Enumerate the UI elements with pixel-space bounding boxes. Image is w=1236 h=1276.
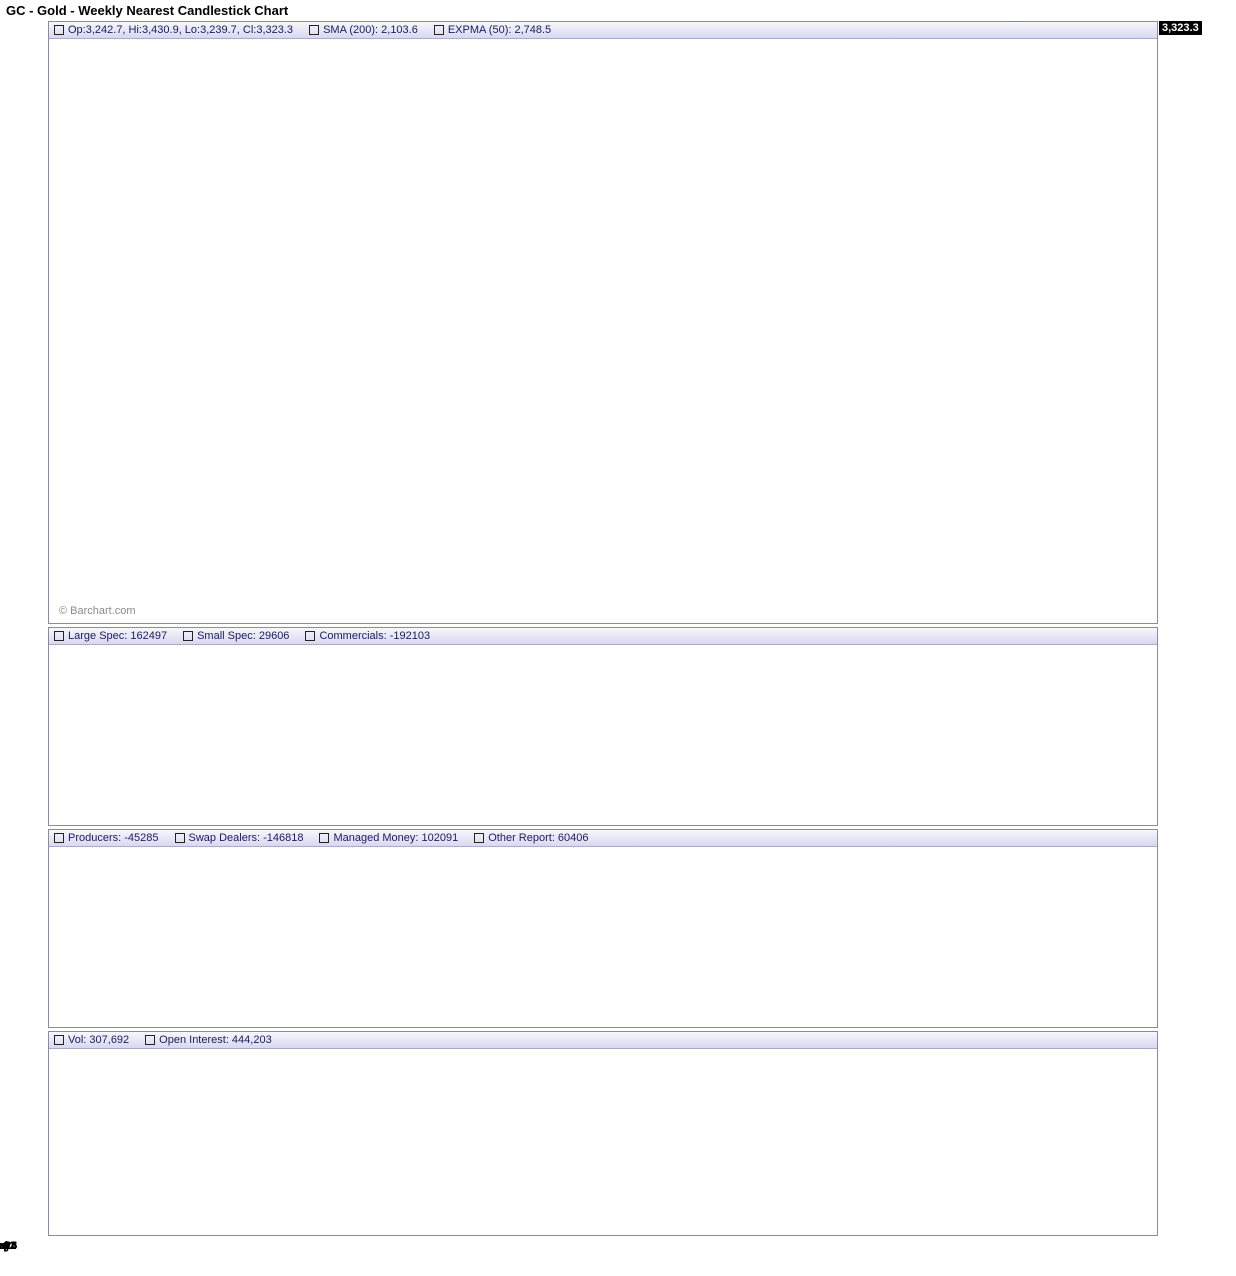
large-spec-legend-label: Large Spec: 162497 (68, 630, 168, 642)
x-axis-label: May (0, 1240, 11, 1252)
ohlc-swatch (54, 25, 64, 35)
x-axis-label: Mar (0, 1240, 10, 1252)
x-axis-label: May (0, 1240, 11, 1252)
vol-swatch (54, 1035, 64, 1045)
last-price-tag: 3,323.3 (1159, 21, 1202, 35)
open-interest-y-axis (1158, 1031, 1236, 1236)
managed-money-swatch (319, 833, 330, 843)
small-spec-swatch (183, 631, 194, 641)
left-gutter-cot-disagg (0, 829, 48, 1028)
expma-legend-item: EXPMA (50): 2,748.5 (433, 22, 552, 38)
x-axis: Jul 22 Sep Nov Jan 23 Mar May Jul Sep No… (0, 1239, 1236, 1256)
open-interest-legend-label: Open Interest: 444,203 (159, 1034, 272, 1046)
cot-disagg-y-axis (1158, 829, 1236, 1028)
price-panel: Op:3,242.7, Hi:3,430.9, Lo:3,239.7, Cl:3… (0, 21, 1236, 624)
cot-spec-panel: Large Spec: 162497 Small Spec: 29606 Com… (0, 627, 1236, 826)
swap-dealers-legend-item: Swap Dealers: -146818 (174, 830, 304, 846)
volume-panel: Vol: 307,692 Open Interest: 444,203 (0, 1031, 1236, 1236)
cot-disagg-plot[interactable] (49, 847, 1157, 1027)
cot-disagg-legend: Producers: -45285 Swap Dealers: -146818 … (49, 830, 1157, 847)
other-report-swatch (474, 833, 485, 843)
price-legend: Op:3,242.7, Hi:3,430.9, Lo:3,239.7, Cl:3… (49, 22, 1157, 39)
small-spec-legend-label: Small Spec: 29606 (197, 630, 290, 642)
left-gutter-price (0, 21, 48, 624)
volume-legend: Vol: 307,692 Open Interest: 444,203 (49, 1032, 1157, 1049)
swap-dealers-swatch (174, 833, 185, 843)
other-report-legend-label: Other Report: 60406 (488, 832, 589, 844)
ohlc-legend-label: Op:3,242.7, Hi:3,430.9, Lo:3,239.7, Cl:3… (68, 24, 294, 36)
commercials-swatch (305, 631, 316, 641)
open-interest-legend-item: Open Interest: 444,203 (145, 1032, 272, 1048)
x-axis-label: Jul (0, 1240, 8, 1252)
left-gutter-cot-spec (0, 627, 48, 826)
sma-swatch (309, 25, 320, 35)
price-chart-plot[interactable] (49, 39, 1157, 623)
x-axis-label: Sep (0, 1240, 11, 1252)
cot-spec-plot[interactable] (49, 645, 1157, 825)
chart-title: GC - Gold - Weekly Nearest Candlestick C… (6, 3, 289, 18)
sma-legend-label: SMA (200): 2,103.6 (323, 24, 418, 36)
open-interest-swatch (145, 1035, 156, 1045)
watermark: © Barchart.com (59, 605, 136, 617)
x-axis-label: Sep (0, 1240, 11, 1252)
x-axis-label: Nov (0, 1240, 11, 1252)
x-axis-label: Nov (0, 1240, 11, 1252)
x-axis-label: Jan 24 (0, 1240, 18, 1252)
expma-swatch (433, 25, 444, 35)
x-axis-label: May (0, 1240, 11, 1252)
managed-money-legend-label: Managed Money: 102091 (333, 832, 459, 844)
large-spec-legend-item: Large Spec: 162497 (54, 628, 167, 644)
x-axis-label: Mar (0, 1240, 10, 1252)
commercials-legend-item: Commercials: -192103 (305, 628, 430, 644)
commercials-legend-label: Commercials: -192103 (319, 630, 431, 642)
small-spec-legend-item: Small Spec: 29606 (183, 628, 289, 644)
x-axis-label: Jul 22 (0, 1240, 16, 1252)
managed-money-legend-item: Managed Money: 102091 (319, 830, 458, 846)
producers-legend-label: Producers: -45285 (68, 832, 159, 844)
x-axis-label: Jan 25 (0, 1240, 18, 1252)
ohlc-legend-item: Op:3,242.7, Hi:3,430.9, Lo:3,239.7, Cl:3… (54, 22, 293, 38)
x-axis-label: Nov (0, 1240, 11, 1252)
volume-y-axis-left (0, 1031, 48, 1236)
large-spec-swatch (54, 631, 64, 641)
producers-legend-item: Producers: -45285 (54, 830, 159, 846)
other-report-legend-item: Other Report: 60406 (474, 830, 589, 846)
price-y-axis: 3,323.3 (1158, 21, 1236, 624)
x-axis-label: Mar (0, 1240, 10, 1252)
expma-legend-label: EXPMA (50): 2,748.5 (447, 24, 552, 36)
swap-dealers-legend-label: Swap Dealers: -146818 (188, 832, 304, 844)
x-axis-label: Jul (0, 1240, 8, 1252)
volume-plot[interactable] (49, 1049, 1157, 1235)
vol-legend-label: Vol: 307,692 (68, 1034, 130, 1046)
cot-disagg-panel: Producers: -45285 Swap Dealers: -146818 … (0, 829, 1236, 1028)
sma-legend-item: SMA (200): 2,103.6 (309, 22, 418, 38)
x-axis-label: Jan 23 (0, 1240, 18, 1252)
x-axis-label: Sep (0, 1240, 11, 1252)
vol-legend-item: Vol: 307,692 (54, 1032, 129, 1048)
cot-spec-legend: Large Spec: 162497 Small Spec: 29606 Com… (49, 628, 1157, 645)
cot-spec-y-axis (1158, 627, 1236, 826)
producers-swatch (54, 833, 64, 843)
